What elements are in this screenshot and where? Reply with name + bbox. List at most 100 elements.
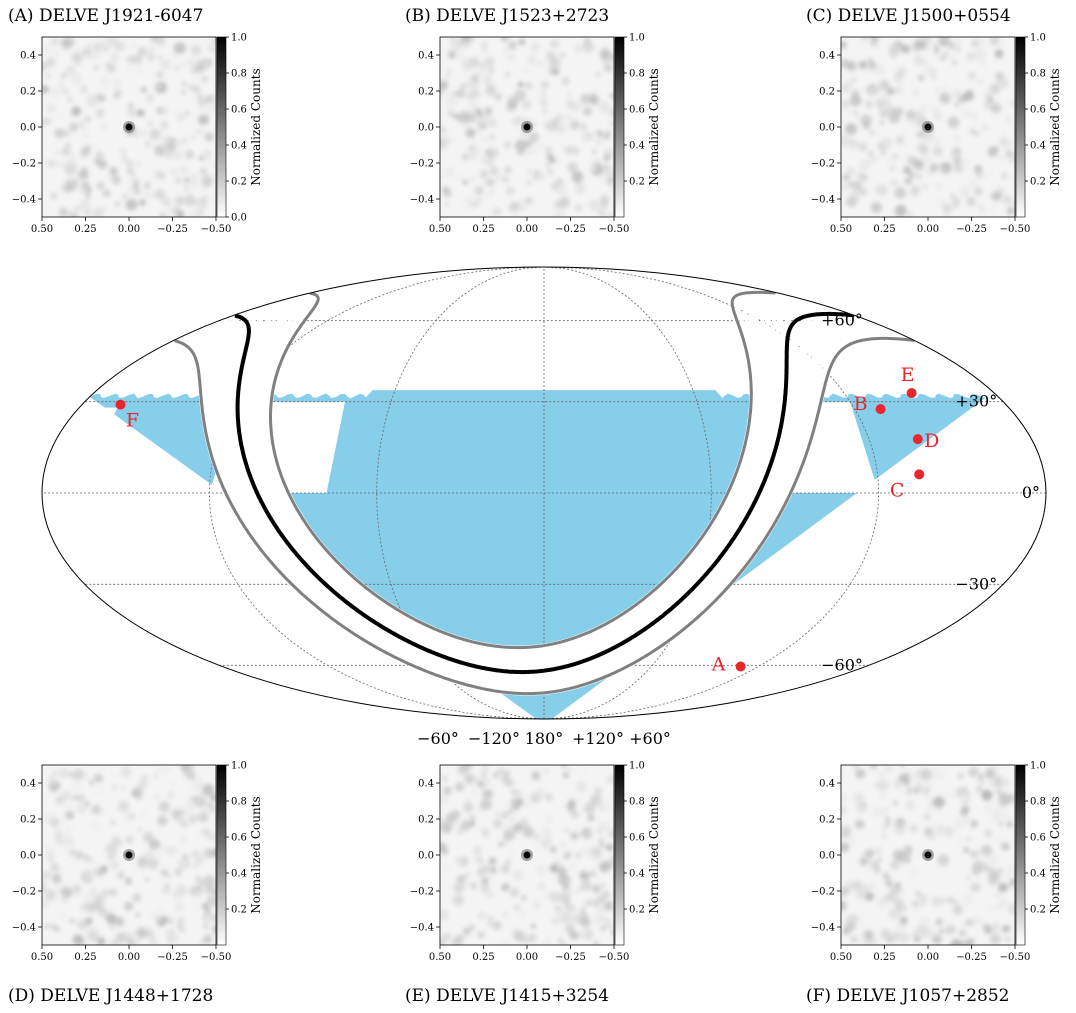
x-tick-label: 0.50 [429, 952, 451, 963]
marker-a [735, 661, 746, 672]
cutout-image [42, 37, 216, 217]
cutout-image [440, 37, 614, 217]
galactic-plane-line [262, 295, 338, 570]
galactic-plane-line [184, 333, 309, 595]
x-tick-label: 0.25 [472, 224, 494, 235]
galactic-plane-line [318, 314, 860, 677]
galactic-plane-line [331, 298, 810, 660]
colorbar-tick-label: 1.0 [629, 33, 645, 44]
y-tick-label: 0.2 [418, 87, 434, 98]
colorbar-tick-label: 0.6 [231, 833, 247, 844]
cutout-image [841, 765, 1015, 945]
colorbar [614, 764, 625, 946]
y-tick-label: 0.2 [819, 87, 835, 98]
galactic-plane-line [313, 321, 879, 684]
x-tick-label: 0.25 [472, 952, 494, 963]
colorbar-tick-label: 0.2 [231, 905, 247, 916]
marker-label: B [854, 393, 868, 415]
lon-tick-label: +120° [572, 729, 624, 748]
galactic-plane [174, 290, 915, 696]
x-tick-label: 0.00 [118, 224, 140, 235]
colorbar-label: Normalized Counts [647, 796, 661, 913]
peak-marker [924, 851, 932, 859]
y-tick-label: −0.4 [410, 923, 434, 934]
lat-tick-label: +60° [821, 311, 863, 330]
marker-label: E [901, 364, 915, 386]
galactic-plane-line [190, 330, 311, 593]
cutout-panel-f: (F) DELVE J1057+2852 0.50 0.25 0.00 −0.25 −0.… [806, 761, 1062, 1007]
cutout-panels: (A) DELVE J1921-6047 0.50 0.25 0.00 −0.25 −0.… [8, 6, 1062, 1006]
x-tick-label: −0.25 [555, 952, 586, 963]
galactic-plane-line [324, 307, 841, 670]
peak-marker [125, 123, 133, 131]
colorbar-tick-label: 0.6 [629, 833, 645, 844]
colorbar-label: Normalized Counts [1048, 796, 1062, 913]
galactic-plane-line [320, 311, 855, 675]
colorbar-tick-label: 0.4 [629, 869, 645, 880]
x-tick-label: −0.50 [201, 952, 232, 963]
cutout-panel-d: (D) DELVE J1448+1728 0.50 0.25 0.00 −0.25 −0.… [8, 761, 263, 1007]
y-tick-label: 0.0 [20, 123, 36, 134]
colorbar [1015, 764, 1026, 946]
panel-title: (C) DELVE J1500+0554 [806, 6, 1011, 26]
colorbar-tick-label: 0.2 [1030, 905, 1046, 916]
y-tick-label: 0.0 [418, 851, 434, 862]
galactic-plane-line [315, 319, 874, 681]
galactic-plane-line [214, 320, 319, 588]
y-tick-label: 0.2 [20, 815, 36, 826]
marker-b [875, 404, 886, 415]
colorbar-label: Normalized Counts [249, 68, 263, 185]
colorbar-tick-label: 0.8 [629, 69, 645, 80]
x-tick-label: 0.50 [31, 224, 53, 235]
lat-tick-label: 0° [1022, 483, 1040, 502]
x-tick-label: −0.50 [599, 224, 630, 235]
colorbar-tick-label: 0.2 [231, 177, 247, 188]
galactic-plane-line [333, 296, 803, 658]
colorbar [1015, 36, 1026, 218]
x-tick-label: −0.25 [157, 952, 188, 963]
y-tick-label: 0.4 [20, 51, 36, 62]
lat-tick-label: −30° [955, 574, 997, 593]
sky-map-border [41, 266, 1047, 720]
x-tick-label: 0.25 [873, 224, 895, 235]
y-tick-label: −0.4 [12, 923, 36, 934]
marker-d [912, 434, 923, 445]
x-tick-label: −0.50 [1000, 224, 1031, 235]
galactic-plane-line [249, 304, 331, 577]
y-tick-label: 0.0 [20, 851, 36, 862]
x-tick-label: 0.50 [429, 224, 451, 235]
x-tick-label: 0.25 [74, 952, 96, 963]
galactic-plane-line [202, 325, 315, 591]
y-tick-label: −0.4 [811, 923, 835, 934]
lat-tick-label: −60° [821, 655, 863, 674]
x-tick-label: 0.00 [917, 952, 939, 963]
colorbar-tick-label: 0.0 [231, 213, 247, 224]
cutout-image [42, 765, 216, 945]
colorbar-tick-label: 0.6 [231, 105, 247, 116]
colorbar-tick-label: 1.0 [1030, 33, 1046, 44]
x-tick-label: 0.00 [118, 952, 140, 963]
y-tick-label: 0.0 [819, 851, 835, 862]
cutout-image [841, 37, 1015, 217]
galactic-plane-line [329, 300, 817, 663]
y-tick-label: 0.2 [418, 815, 434, 826]
lon-tick-label: 180° [525, 729, 564, 748]
colorbar-label: Normalized Counts [647, 68, 661, 185]
colorbar-tick-label: 1.0 [231, 33, 247, 44]
grid-meridian [543, 267, 712, 719]
y-tick-label: 0.2 [20, 87, 36, 98]
galactic-plane-line [239, 311, 326, 582]
panel-title: (B) DELVE J1523+2723 [405, 6, 609, 26]
colorbar [216, 764, 227, 946]
cutout-image [440, 765, 614, 945]
marker-label: F [126, 410, 139, 432]
cutout-panel-b: (B) DELVE J1523+2723 0.50 0.25 0.00 −0.25 −0.… [405, 6, 661, 235]
galactic-plane-line [336, 292, 786, 653]
y-tick-label: 0.0 [819, 123, 835, 134]
colorbar-tick-label: 0.6 [1030, 833, 1046, 844]
colorbar-tick-label: 0.8 [1030, 797, 1046, 808]
panel-title: (E) DELVE J1415+3254 [405, 986, 609, 1006]
colorbar-tick-label: 0.4 [629, 141, 645, 152]
galactic-plane-line [220, 318, 320, 586]
